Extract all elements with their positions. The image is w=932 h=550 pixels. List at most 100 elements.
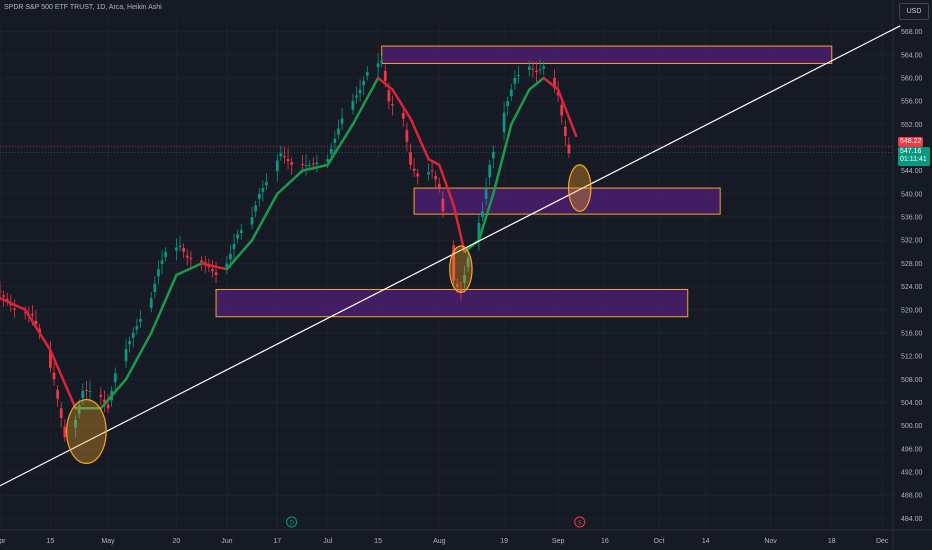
candle-body	[275, 160, 279, 172]
x-tick-label: 17	[273, 538, 281, 545]
moving-average-segment	[391, 88, 412, 120]
candle-body	[153, 283, 157, 292]
moving-average-segment	[301, 163, 329, 172]
moving-average-segment	[0, 296, 27, 312]
moving-average-segment	[326, 123, 355, 167]
candle-body	[326, 159, 330, 162]
highlight-circle[interactable]	[449, 245, 473, 293]
x-tick-label: Apr	[0, 538, 6, 545]
moving-average-segment	[528, 76, 545, 91]
x-tick-label: Jun	[221, 538, 232, 545]
candle-body	[383, 70, 387, 81]
candle-body	[401, 112, 405, 119]
moving-average-segment	[99, 378, 128, 410]
candle-body	[567, 144, 571, 154]
candle-body	[211, 269, 214, 272]
candle-body	[416, 173, 420, 177]
candle-body	[175, 247, 178, 251]
x-tick-label: Oct	[654, 538, 665, 545]
candle-body	[477, 222, 481, 242]
candle-body	[236, 234, 240, 239]
y-tick-label: 484.00	[901, 516, 923, 523]
candle-body	[128, 341, 131, 345]
y-tick-label: 556.00	[901, 99, 923, 106]
candle-body	[463, 275, 466, 283]
candle-body	[365, 72, 369, 76]
candle-body	[74, 419, 77, 428]
y-tick-label: 532.00	[901, 238, 923, 245]
candle-body	[232, 244, 236, 249]
candle-body	[391, 104, 394, 106]
candle-body	[311, 163, 315, 165]
candle-body	[455, 284, 459, 287]
moving-average-segment	[492, 123, 513, 196]
candle-body	[0, 291, 2, 293]
candle-body	[491, 151, 495, 159]
candle-body	[185, 255, 189, 258]
candle-body	[113, 373, 117, 383]
last-price-value: 547.16	[900, 148, 922, 155]
candle-body	[254, 205, 258, 212]
split-icon[interactable]	[574, 516, 586, 528]
y-tick-label: 500.00	[901, 423, 923, 430]
previous-price-tag: 548.22	[898, 137, 924, 147]
highlight-circle[interactable]	[567, 164, 592, 212]
candle-body	[149, 298, 153, 308]
y-tick-label: 508.00	[901, 377, 923, 384]
y-tick-label: 504.00	[901, 400, 923, 407]
y-tick-label: 492.00	[901, 470, 923, 477]
candle-body	[203, 261, 207, 264]
candle-body	[239, 230, 243, 234]
x-tick-label: 16	[601, 538, 609, 545]
candle-body	[459, 289, 463, 293]
candle-body	[189, 258, 193, 260]
candle-body	[441, 198, 445, 212]
dividend-icon[interactable]	[286, 516, 298, 528]
symbol-title: SPDR S&P 500 ETF TRUST, 1D, Arca, Heikin…	[4, 4, 162, 11]
moving-average-segment	[556, 88, 578, 138]
moving-average-segment	[250, 192, 279, 242]
supply-demand-zone[interactable]	[215, 288, 689, 318]
candle-body	[376, 63, 380, 67]
y-tick-label: 488.00	[901, 493, 923, 500]
supply-demand-zone[interactable]	[381, 45, 833, 64]
x-tick-label: Nov	[764, 538, 777, 545]
candle-body	[139, 319, 142, 322]
candle-body	[49, 350, 52, 368]
candle-body	[351, 101, 355, 110]
candle-body	[380, 60, 384, 63]
candle-body	[387, 90, 391, 102]
x-tick-label: Aug	[433, 538, 446, 545]
currency-button[interactable]: USD	[899, 3, 929, 20]
candle-body	[261, 188, 265, 192]
candle-body	[225, 263, 229, 269]
highlight-circle[interactable]	[66, 399, 107, 464]
candle-body	[517, 75, 520, 77]
candle-body	[355, 95, 358, 98]
candle-body	[538, 69, 542, 71]
candle-body	[88, 390, 92, 392]
countdown-value: 01:11:41	[900, 156, 927, 163]
candle-body	[509, 89, 513, 97]
moving-average-segment	[225, 238, 254, 271]
candle-body	[527, 66, 531, 70]
x-tick-label: Sep	[552, 538, 565, 545]
moving-average-segment	[276, 169, 304, 196]
candle-body	[85, 390, 88, 392]
moving-average-segment	[452, 204, 466, 254]
trendline[interactable]	[0, 25, 901, 490]
candle-body	[542, 66, 546, 69]
split-icon-glyph: S	[578, 521, 582, 527]
candle-body	[362, 80, 366, 86]
candle-body	[430, 170, 434, 172]
candle-body	[315, 162, 319, 165]
moving-average-segment	[376, 76, 394, 91]
candle-body	[488, 164, 492, 178]
moving-average-segment	[23, 308, 52, 352]
supply-demand-zone[interactable]	[413, 187, 721, 215]
x-tick-label: 18	[828, 538, 836, 545]
candle-body	[200, 260, 204, 263]
candle-body	[506, 101, 510, 107]
candle-body	[23, 312, 27, 314]
